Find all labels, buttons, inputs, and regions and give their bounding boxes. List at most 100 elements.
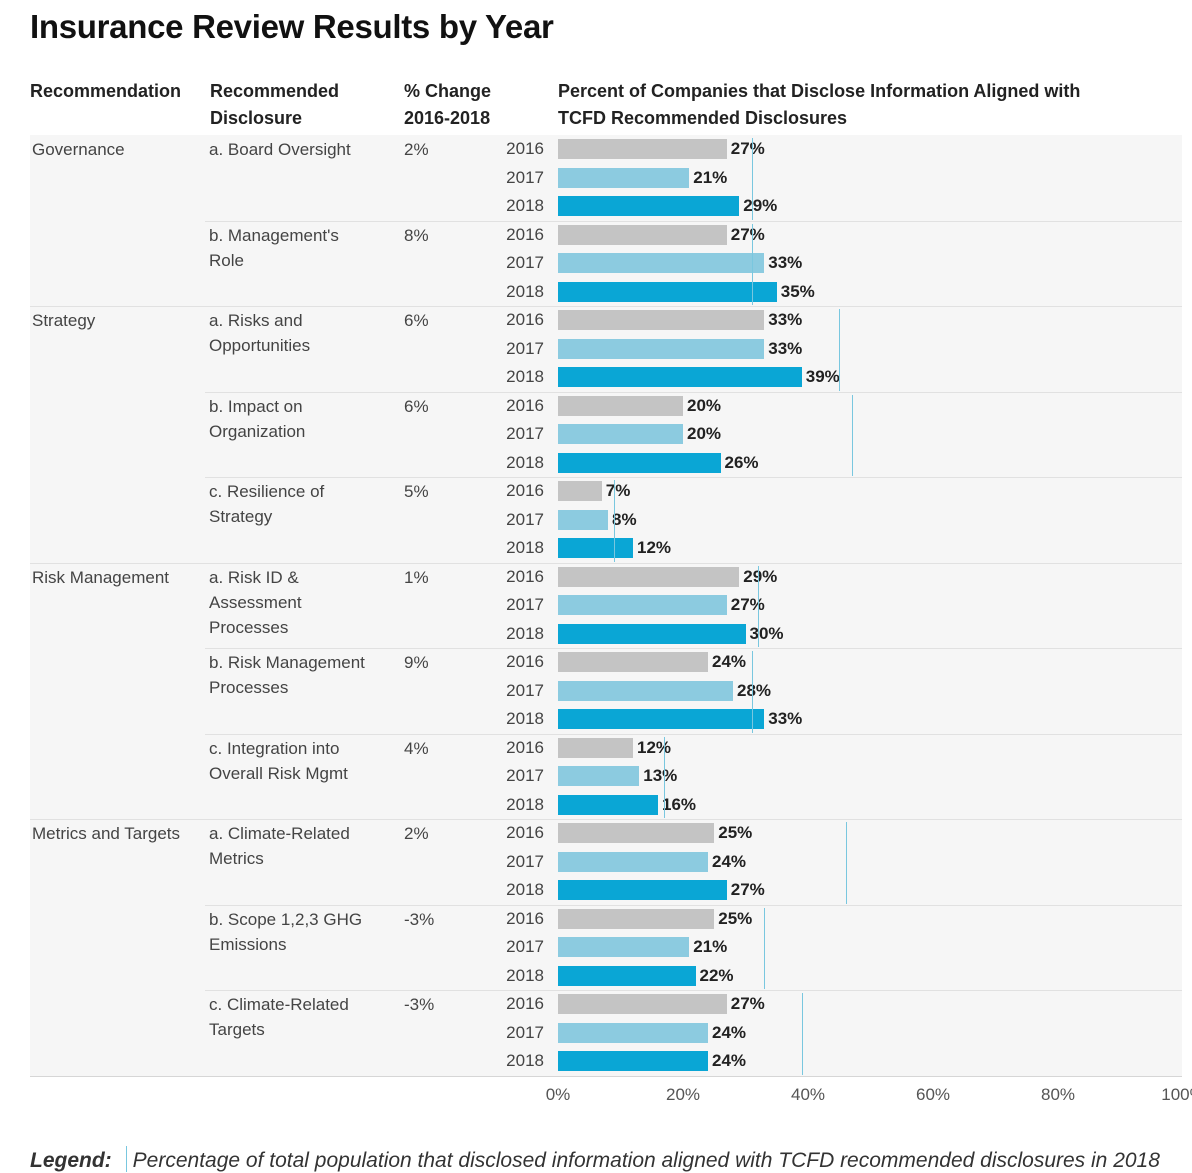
population-reference-line (751, 138, 753, 220)
disclosure-label: a. Risks and (209, 311, 303, 330)
bar-value-label: 24% (712, 652, 747, 671)
change-header-line: % Change (404, 81, 492, 101)
bar-value-label: 13% (643, 766, 678, 785)
year-label: 2018 (506, 196, 544, 215)
bar-2017 (558, 680, 733, 701)
bar-value-label: 24% (712, 1022, 747, 1042)
bar-value-label: 24% (712, 851, 747, 871)
x-axis-tick-label: 80% (1040, 1085, 1076, 1104)
bar-2017 (558, 937, 690, 957)
recommendation-label: Risk Management (32, 567, 170, 587)
disclosure-label: a. Climate-Related (209, 824, 350, 843)
bar-2017 (558, 253, 765, 273)
bar-value-label: 21% (693, 937, 728, 956)
change-value: 4% (404, 738, 429, 758)
year-label: 2018 (506, 281, 544, 301)
chart-baseline (30, 1075, 1182, 1077)
disclosure-label: Processes (209, 678, 289, 697)
disclosure-separator (205, 391, 1182, 393)
bar-2018 (558, 709, 765, 729)
bar-value-label: 25% (718, 908, 753, 928)
bar-2016 (558, 395, 683, 416)
year-label: 2017 (506, 424, 544, 443)
bar-value-label: 21% (693, 167, 728, 187)
year-label: 2016 (506, 823, 544, 842)
disclosure-header-line: Recommended (210, 81, 340, 101)
legend-text: Percentage of total population that disc… (132, 1149, 1160, 1172)
percent-column-header: Percent of Companies that Disclose Infor… (558, 78, 1080, 132)
change-column-header: % Change 2016-2018 (404, 78, 491, 132)
page-title: Insurance Review Results by Year (30, 8, 554, 45)
year-label: 2017 (506, 1022, 544, 1042)
year-label: 2018 (506, 794, 544, 814)
bar-2016 (558, 737, 633, 758)
disclosure-label: Strategy (209, 507, 273, 526)
year-label: 2016 (506, 224, 544, 244)
bar-2018 (558, 538, 633, 558)
year-label: 2018 (506, 965, 544, 985)
group-separator (30, 819, 1182, 820)
population-reference-line (664, 736, 666, 818)
bar-value-label: 39% (805, 367, 840, 386)
disclosure-label: c. Resilience of (209, 482, 325, 501)
disclosure-label: Emissions (209, 934, 287, 954)
disclosure-separator (205, 648, 1182, 649)
bar-2018 (558, 281, 777, 302)
bar-2017 (558, 851, 708, 872)
bar-value-label: 30% (749, 623, 784, 643)
bar-value-label: 27% (730, 595, 765, 614)
bar-value-label: 20% (687, 424, 722, 443)
change-value: 9% (404, 653, 429, 672)
bar-value-label: 35% (780, 281, 815, 301)
bar-value-label: 33% (768, 338, 803, 358)
group-separator (30, 562, 1182, 564)
bar-2018 (558, 367, 802, 387)
recommendation-label: Strategy (32, 311, 96, 330)
bar-value-label: 28% (737, 680, 772, 700)
population-reference-line (764, 907, 766, 989)
change-value: -3% (404, 909, 435, 929)
disclosure-separator (205, 220, 1182, 222)
bar-2018 (558, 965, 696, 986)
disclosure-label: Overall Risk Mgmt (209, 763, 348, 783)
bar-2016 (558, 139, 727, 159)
disclosure-separator (205, 904, 1182, 906)
legend-reference-line-swatch (125, 1146, 127, 1172)
disclosure-label: c. Climate-Related (209, 995, 349, 1014)
disclosure-header-line: Disclosure (210, 108, 303, 128)
bar-value-label: 22% (699, 965, 734, 985)
year-label: 2018 (506, 367, 544, 386)
change-value: -3% (404, 995, 435, 1014)
bar-2017 (558, 167, 690, 188)
bar-2017 (558, 509, 608, 530)
x-axis-tick-label: 100% (1161, 1085, 1192, 1104)
legend-label: Legend: (30, 1149, 112, 1172)
disclosure-label: Role (209, 250, 244, 270)
change-value: 8% (404, 225, 429, 245)
year-label: 2017 (506, 851, 544, 871)
bar-2018 (558, 196, 740, 216)
year-label: 2016 (506, 737, 544, 757)
bar-value-label: 27% (730, 994, 765, 1013)
year-label: 2016 (506, 139, 544, 158)
disclosure-column-header: Recommended Disclosure (210, 78, 339, 132)
year-label: 2016 (506, 994, 544, 1013)
population-reference-line (614, 480, 616, 562)
disclosure-label: c. Integration into (209, 738, 340, 758)
bar-value-label: 29% (743, 196, 778, 215)
percent-header-line: Percent of Companies that Disclose Infor… (558, 81, 1081, 101)
year-label: 2016 (506, 481, 544, 500)
disclosure-label: Targets (209, 1020, 265, 1039)
bar-2018 (558, 623, 746, 644)
change-value: 6% (404, 311, 429, 330)
change-header-line: 2016-2018 (404, 108, 491, 128)
group-separator (30, 306, 1182, 307)
year-label: 2017 (506, 167, 544, 187)
recommendation-column-header: Recommendation (30, 78, 181, 105)
year-label: 2017 (506, 338, 544, 358)
year-label: 2016 (506, 908, 544, 928)
bar-value-label: 29% (743, 566, 778, 586)
disclosure-label: a. Risk ID & (209, 567, 299, 587)
bar-value-label: 24% (712, 1051, 747, 1070)
disclosure-label: Organization (209, 421, 306, 441)
